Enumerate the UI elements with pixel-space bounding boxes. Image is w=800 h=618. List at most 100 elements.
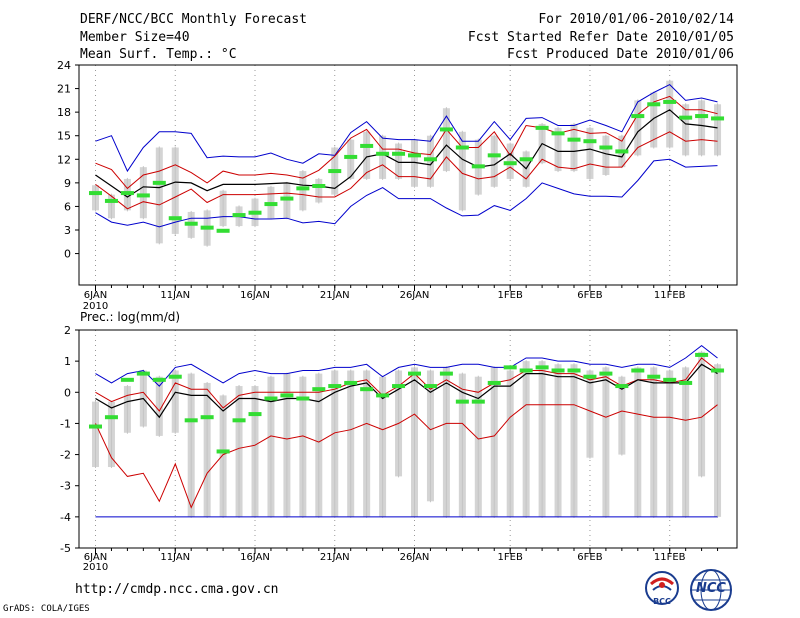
- observed-marker: [328, 384, 342, 389]
- x-tick-label: 11FEB: [654, 290, 686, 301]
- observed-marker: [439, 371, 453, 376]
- x-tick-label: 11FEB: [654, 552, 686, 563]
- observed-marker: [599, 145, 613, 150]
- chart-panel-1: 0 3 6 9 12 15 18 21 24 6JAN 11JAN 16JAN 21JAN 26JAN 1F…: [57, 59, 738, 312]
- x-tick-label: 6JAN: [84, 552, 107, 563]
- observed-marker: [583, 374, 597, 379]
- series-line-max: [95, 83, 718, 173]
- observed-marker: [519, 368, 533, 373]
- x-tick-label: 11JAN: [160, 290, 190, 301]
- observed-marker: [615, 384, 629, 389]
- variable-label: Mean Surf. Temp.: °C: [80, 47, 237, 62]
- y-tick-label: 0: [64, 386, 71, 399]
- observed-marker: [104, 198, 118, 203]
- observed-marker: [184, 221, 198, 226]
- observed-marker: [296, 396, 310, 401]
- observed-marker: [312, 184, 326, 188]
- observed-marker: [216, 228, 230, 233]
- observed-marker: [344, 154, 358, 159]
- series-line-mean: [95, 109, 718, 198]
- y-tick-label: 12: [57, 153, 71, 166]
- observed-marker: [248, 412, 262, 417]
- observed-marker: [567, 137, 581, 142]
- observed-marker: [120, 191, 134, 196]
- observed-marker: [344, 380, 358, 385]
- y-tick-label: -2: [60, 449, 71, 462]
- observed-marker: [328, 169, 342, 174]
- x-year-label: 2010: [83, 301, 108, 312]
- observed-marker: [89, 424, 102, 429]
- series-line-upper: [95, 95, 718, 190]
- observed-marker: [184, 418, 198, 423]
- bcc-logo-icon: [645, 571, 679, 605]
- y-tick-label: 2: [64, 324, 71, 337]
- x-tick-label: 6FEB: [577, 552, 602, 563]
- precip-panel-title: Prec.: log(mm/d): [80, 310, 180, 324]
- observed-marker: [423, 384, 437, 389]
- observed-marker: [168, 216, 182, 221]
- observed-marker: [679, 380, 693, 385]
- observed-marker: [583, 139, 597, 144]
- y-tick-label: -3: [60, 480, 71, 493]
- source-url[interactable]: http://cmdp.ncc.cma.gov.cn: [75, 582, 279, 597]
- observed-marker: [487, 153, 501, 158]
- forecast-start-date: Fcst Started Refer Date 2010/01/05: [467, 30, 734, 45]
- observed-marker: [232, 418, 246, 423]
- ncc-logo: NCC: [688, 568, 734, 612]
- x-tick-label: 21JAN: [320, 290, 350, 301]
- observed-marker: [136, 193, 150, 198]
- observed-marker: [631, 368, 645, 373]
- y-tick-label: -5: [60, 542, 71, 555]
- observed-marker: [376, 151, 390, 156]
- observed-marker: [280, 196, 294, 201]
- x-tick-label: 1FEB: [498, 552, 523, 563]
- observed-marker: [152, 377, 166, 382]
- y-tick-label: 0: [64, 248, 71, 261]
- observed-marker: [647, 102, 661, 107]
- observed-marker: [423, 157, 437, 162]
- observed-marker: [471, 399, 485, 404]
- observed-marker: [711, 116, 725, 121]
- plot-frame: [78, 64, 738, 286]
- y-tick-label: 6: [64, 200, 71, 213]
- observed-marker: [471, 164, 485, 169]
- observed-marker: [695, 114, 709, 119]
- observed-marker: [663, 99, 677, 104]
- observed-marker: [455, 399, 469, 404]
- observed-marker: [120, 377, 134, 382]
- observed-marker: [615, 149, 629, 154]
- observed-marker: [439, 127, 453, 132]
- ncc-globe-icon: [690, 569, 732, 611]
- forecast-period: For 2010/01/06-2010/02/14: [538, 12, 734, 27]
- observed-marker: [679, 115, 693, 120]
- observed-marker: [200, 415, 214, 420]
- observed-marker: [248, 210, 262, 215]
- ncc-logo-text: NCC: [696, 581, 726, 596]
- observed-marker: [711, 368, 725, 373]
- observed-marker: [503, 161, 517, 166]
- y-tick-label: 18: [57, 106, 71, 119]
- observed-marker: [360, 143, 374, 148]
- y-tick-label: 1: [64, 355, 71, 368]
- observed-marker: [408, 153, 421, 158]
- observed-marker: [376, 393, 390, 398]
- observed-marker: [264, 396, 278, 401]
- observed-marker: [392, 384, 406, 389]
- observed-marker: [567, 368, 581, 373]
- observed-marker: [455, 145, 469, 150]
- observed-marker: [312, 387, 326, 392]
- plot-frame: [78, 329, 738, 549]
- member-size-label: Member Size=40: [80, 30, 190, 45]
- bcc-logo: BCC: [641, 570, 683, 610]
- observed-marker: [535, 125, 549, 130]
- bcc-logo-text: BCC: [653, 597, 671, 606]
- observed-marker: [296, 186, 310, 191]
- series-line-mean: [95, 363, 718, 419]
- y-tick-label: 24: [57, 59, 71, 72]
- series-line-min: [95, 158, 718, 228]
- observed-marker: [232, 213, 246, 218]
- observed-marker: [408, 371, 421, 376]
- x-tick-label: 26JAN: [400, 552, 430, 563]
- observed-marker: [280, 393, 294, 398]
